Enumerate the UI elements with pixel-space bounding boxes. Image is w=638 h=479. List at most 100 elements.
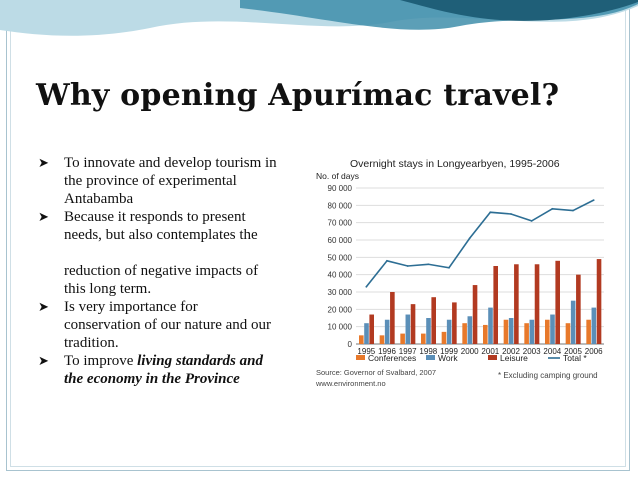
bar-leisure bbox=[452, 302, 457, 344]
y-tick-label: 70 000 bbox=[328, 219, 353, 228]
y-axis-label: No. of days bbox=[316, 171, 359, 181]
bar-leisure bbox=[576, 274, 581, 344]
bar-work bbox=[426, 318, 431, 344]
bar-conferences bbox=[565, 323, 571, 344]
bar-leisure bbox=[390, 292, 395, 344]
legend-total-label: Total * bbox=[563, 353, 587, 363]
bullet-item-4: ➤ To improve living standards and bbox=[38, 352, 316, 370]
legend-conferences-swatch bbox=[356, 355, 365, 360]
bar-leisure bbox=[514, 264, 519, 344]
bullet-item-2: ➤ Because it responds to present bbox=[38, 208, 316, 226]
spacer bbox=[38, 244, 316, 262]
total-point bbox=[551, 207, 554, 210]
bullet-list: ➤ To innovate and develop tourism in the… bbox=[38, 154, 316, 388]
legend-work-label: Work bbox=[438, 353, 458, 363]
overnight-stays-chart: Overnight stays in Longyearbyen, 1995-20… bbox=[316, 158, 604, 388]
bullet-text: conservation of our nature and our bbox=[64, 317, 272, 333]
chart-title: Overnight stays in Longyearbyen, 1995-20… bbox=[350, 158, 560, 170]
wave-dark bbox=[400, 0, 638, 21]
bullet-item-1: ➤ To innovate and develop tourism in bbox=[38, 154, 316, 172]
total-point bbox=[427, 263, 430, 266]
bar-work bbox=[591, 307, 597, 344]
x-tick-label: 1996 bbox=[378, 347, 396, 356]
bullet-text: Because it responds to present bbox=[64, 209, 246, 225]
y-tick-label: 40 000 bbox=[328, 271, 353, 280]
x-tick-label: 1998 bbox=[419, 347, 437, 356]
y-tick-label: 50 000 bbox=[328, 253, 353, 262]
bar-leisure bbox=[431, 297, 436, 344]
arrow-bullet-icon: ➤ bbox=[38, 299, 49, 314]
bar-work bbox=[570, 300, 576, 344]
legend-conferences-label: Conferences bbox=[368, 353, 416, 363]
bar-work bbox=[550, 314, 555, 344]
y-tick-label: 10 000 bbox=[328, 323, 353, 332]
bar-conferences bbox=[586, 319, 591, 344]
y-tick-label: 90 000 bbox=[328, 184, 353, 193]
bar-leisure bbox=[534, 264, 540, 344]
total-point bbox=[530, 220, 533, 222]
bar-work bbox=[529, 319, 535, 344]
bar-work bbox=[364, 323, 369, 344]
bullet-text: To innovate and develop tourism in bbox=[64, 155, 277, 171]
bullet-text: needs, but also contemplates the bbox=[64, 227, 258, 243]
x-tick-label: 2004 bbox=[543, 347, 561, 356]
bar-conferences bbox=[359, 335, 364, 344]
bullet-item-3: ➤ Is very importance for bbox=[38, 298, 316, 316]
bar-conferences bbox=[441, 331, 447, 344]
bar-conferences bbox=[462, 323, 467, 344]
y-tick-label: 0 bbox=[348, 340, 353, 349]
bullet-text: the province of experimental bbox=[64, 173, 237, 189]
bar-leisure bbox=[555, 260, 560, 344]
bar-conferences bbox=[545, 319, 550, 344]
total-point bbox=[592, 199, 595, 202]
bar-leisure bbox=[493, 266, 498, 344]
bar-work bbox=[467, 316, 473, 344]
y-tick-label: 80 000 bbox=[328, 201, 353, 210]
bar-conferences bbox=[483, 324, 488, 344]
x-tick-label: 1997 bbox=[399, 347, 417, 356]
x-tick-label: 2000 bbox=[461, 347, 479, 356]
bullet-emphasis: the economy in the Province bbox=[64, 371, 240, 387]
bar-work bbox=[446, 319, 452, 344]
total-point bbox=[386, 259, 388, 262]
bar-work bbox=[488, 307, 493, 344]
total-point bbox=[448, 266, 450, 269]
x-tick-label: 2006 bbox=[585, 347, 603, 356]
x-tick-label: 2001 bbox=[481, 347, 499, 356]
y-tick-label: 30 000 bbox=[328, 288, 353, 297]
x-tick-label: 1995 bbox=[357, 347, 375, 356]
total-line bbox=[365, 199, 595, 288]
chart-footnote: * Excluding camping ground bbox=[498, 371, 598, 380]
total-point bbox=[572, 209, 574, 212]
bullet-text: tradition. bbox=[64, 335, 119, 351]
bullet-text: Antabamba bbox=[64, 191, 134, 207]
total-point bbox=[365, 285, 368, 288]
x-tick-label: 2005 bbox=[564, 347, 582, 356]
arrow-bullet-icon: ➤ bbox=[38, 209, 49, 224]
x-tick-label: 2003 bbox=[523, 347, 541, 356]
total-point bbox=[510, 213, 512, 215]
wave-banner bbox=[0, 0, 638, 36]
bar-work bbox=[508, 318, 514, 344]
total-point bbox=[406, 265, 409, 267]
y-tick-label: 20 000 bbox=[328, 305, 353, 314]
bar-leisure bbox=[472, 285, 478, 344]
chart-source: Source: Governor of Svalbard, 2007 bbox=[316, 368, 436, 377]
x-tick-label: 1999 bbox=[440, 347, 458, 356]
bar-conferences bbox=[379, 335, 385, 344]
bar-work bbox=[405, 314, 411, 344]
total-point bbox=[468, 237, 471, 240]
legend-leisure-label: Leisure bbox=[500, 353, 528, 363]
legend-leisure-swatch bbox=[488, 355, 497, 360]
legend-work-swatch bbox=[426, 355, 435, 360]
total-point bbox=[489, 211, 492, 214]
bullet-text: Is very importance for bbox=[64, 299, 198, 315]
bullet-text: To improve bbox=[64, 353, 138, 369]
bar-leisure bbox=[369, 314, 374, 344]
arrow-bullet-icon: ➤ bbox=[38, 155, 49, 170]
bar-conferences bbox=[524, 323, 529, 344]
bar-leisure bbox=[410, 304, 416, 344]
bullet-text: this long term. bbox=[64, 281, 152, 297]
bar-conferences bbox=[503, 319, 509, 344]
